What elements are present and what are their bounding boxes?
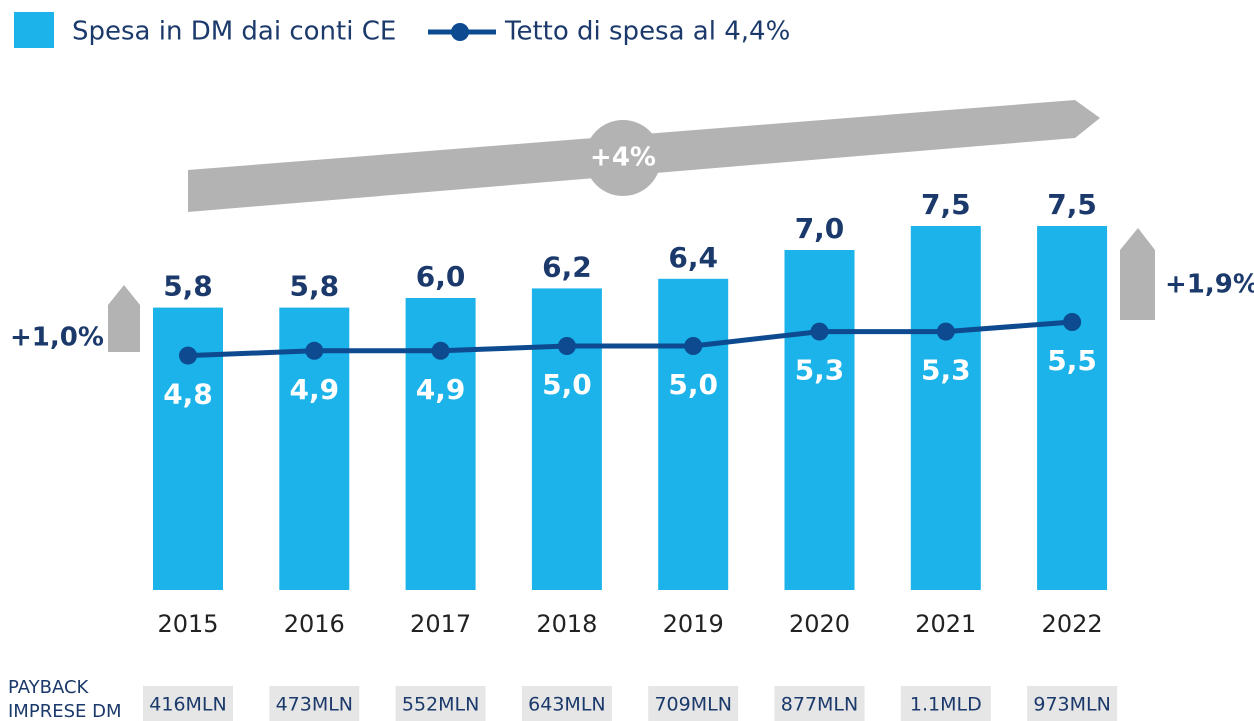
line-point xyxy=(1063,313,1082,331)
payback-value: 709MLN xyxy=(654,694,731,716)
x-tick-label: 2017 xyxy=(410,610,471,638)
right-annotation: +1,9% xyxy=(1165,270,1254,300)
left-arrow xyxy=(108,285,140,352)
payback-box xyxy=(1027,686,1118,721)
payback-value: 973MLN xyxy=(1033,694,1110,716)
legend-dot xyxy=(451,23,469,41)
bar-value-label: 5,8 xyxy=(163,270,213,303)
x-tick-label: 2020 xyxy=(789,610,850,638)
payback-box xyxy=(648,686,739,721)
bar-value-label: 6,4 xyxy=(668,241,718,274)
bar xyxy=(910,226,981,590)
bar xyxy=(531,288,602,590)
line-point xyxy=(431,341,450,360)
x-tick-label: 2018 xyxy=(536,610,597,638)
payback-value: 416MLN xyxy=(149,694,226,716)
payback-box xyxy=(774,686,865,721)
payback-value: 473MLN xyxy=(276,694,353,716)
line-value-label: 4,9 xyxy=(416,373,466,406)
line-value-label: 5,0 xyxy=(542,368,592,401)
bar-value-label: 6,0 xyxy=(416,260,466,293)
right-arrow xyxy=(1120,228,1155,320)
payback-value: 1.1MLD xyxy=(910,694,982,716)
payback-box xyxy=(269,686,360,721)
bar xyxy=(1037,226,1108,590)
payback-box xyxy=(143,686,233,721)
line-point xyxy=(179,346,197,365)
line-value-label: 5,3 xyxy=(795,354,845,387)
line xyxy=(187,319,1073,359)
x-tick-label: 2016 xyxy=(284,610,345,638)
legend-label: Spesa in DM dai conti CE xyxy=(72,17,396,47)
line-point xyxy=(305,341,324,360)
legend-label: Tetto di spesa al 4,4% xyxy=(504,17,790,47)
line-value-label: 5,5 xyxy=(1047,344,1097,377)
line-point xyxy=(684,337,703,355)
payback-label: PAYBACK xyxy=(8,677,90,698)
payback-box xyxy=(900,686,991,721)
bar xyxy=(658,278,729,590)
payback-box xyxy=(395,686,486,721)
bar-value-label: 7,5 xyxy=(1047,188,1097,221)
payback-value: 552MLN xyxy=(402,694,479,716)
x-tick-label: 2022 xyxy=(1042,610,1103,638)
line-point xyxy=(936,322,955,341)
bar-value-label: 7,5 xyxy=(921,188,971,221)
x-tick-label: 2021 xyxy=(915,610,976,638)
payback-box xyxy=(521,686,612,721)
bar-value-label: 6,2 xyxy=(542,250,592,283)
line-point xyxy=(810,322,829,341)
line-value-label: 4,8 xyxy=(163,378,213,411)
bar-value-label: 7,0 xyxy=(795,212,845,245)
payback-value: 877MLN xyxy=(781,694,858,716)
line-value-label: 5,0 xyxy=(668,368,718,401)
legend-swatch xyxy=(14,12,54,48)
line-value-label: 4,9 xyxy=(289,373,339,406)
x-tick-label: 2019 xyxy=(663,610,724,638)
growth-label: +4% xyxy=(590,143,656,173)
payback-value: 643MLN xyxy=(528,694,605,716)
x-tick-label: 2015 xyxy=(157,610,218,638)
payback-label: IMPRESE DM xyxy=(8,701,121,721)
line-value-label: 5,3 xyxy=(921,354,971,387)
line-point xyxy=(557,337,576,355)
bar-value-label: 5,8 xyxy=(289,270,339,303)
bar xyxy=(784,250,855,590)
growth-badge xyxy=(585,120,661,196)
left-annotation: +1,0% xyxy=(10,323,104,353)
